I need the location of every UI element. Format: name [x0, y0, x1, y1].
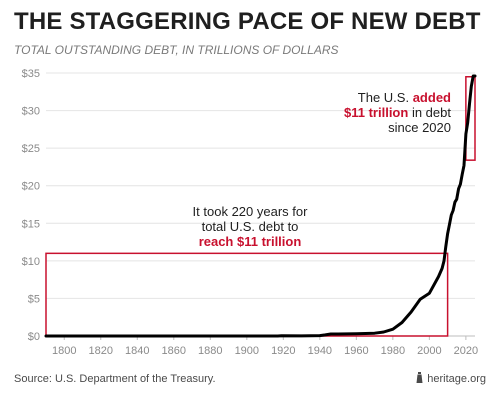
debt-series-line [44, 74, 477, 338]
source-note: Source: U.S. Department of the Treasury. [14, 373, 216, 385]
annotation-added-line2: $11 trillion in debt [344, 105, 451, 120]
y-tick-label: $20 [22, 181, 40, 193]
annotation-added-lead: The U.S. [358, 90, 409, 105]
annotation-added-line1: The U.S. added [358, 90, 451, 105]
annotation-220-years-emphasis: reach $11 trillion [199, 234, 302, 249]
y-tick-label: $25 [22, 143, 40, 155]
x-tick-label: 1820 [89, 345, 113, 357]
y-tick-label: $10 [22, 256, 40, 268]
lighthouse-icon [416, 372, 423, 383]
brand-credit[interactable]: heritage.org [415, 372, 486, 385]
x-tick-label: 1800 [52, 345, 76, 357]
x-tick-label: 1900 [235, 345, 259, 357]
x-tick-label: 1860 [162, 345, 186, 357]
annotation-added-amount: $11 trillion [344, 105, 408, 120]
annotation-added-line3: since 2020 [388, 120, 451, 135]
x-tick-label: 1840 [125, 345, 149, 357]
annotation-220-years-line1: It took 220 years for [193, 204, 309, 219]
x-axis: 1800 1820 1840 1860 1880 1900 1920 1940 1960 1980… [52, 336, 478, 357]
chart-subtitle: TOTAL OUTSTANDING DEBT, IN TRILLIONS OF … [14, 43, 339, 57]
chart-title: THE STAGGERING PACE OF NEW DEBT [14, 8, 481, 35]
x-tick-label: 2000 [417, 345, 441, 357]
x-tick-label: 1940 [308, 345, 332, 357]
x-tick-label: 1980 [381, 345, 405, 357]
brand-label: heritage.org [427, 373, 486, 385]
x-tick-label: 2020 [454, 345, 478, 357]
y-tick-label: $15 [22, 218, 40, 230]
x-tick-label: 1880 [198, 345, 222, 357]
highlight-box-2 [465, 76, 476, 161]
x-tick-label: 1920 [271, 345, 295, 357]
highlight-box-1 [45, 252, 449, 337]
annotation-added-emphasis: added [413, 90, 451, 105]
x-tick-label: 1960 [344, 345, 368, 357]
annotation-220-years-line2: total U.S. debt to [202, 219, 299, 234]
y-tick-label: $0 [28, 331, 40, 343]
y-tick-label: $35 [22, 68, 40, 80]
y-tick-label: $30 [22, 106, 40, 118]
y-tick-label: $5 [28, 293, 40, 305]
y-axis: $0 $5 $10 $15 $20 $25 $30 $35 [22, 68, 40, 343]
annotation-added-tail: in debt [412, 105, 451, 120]
